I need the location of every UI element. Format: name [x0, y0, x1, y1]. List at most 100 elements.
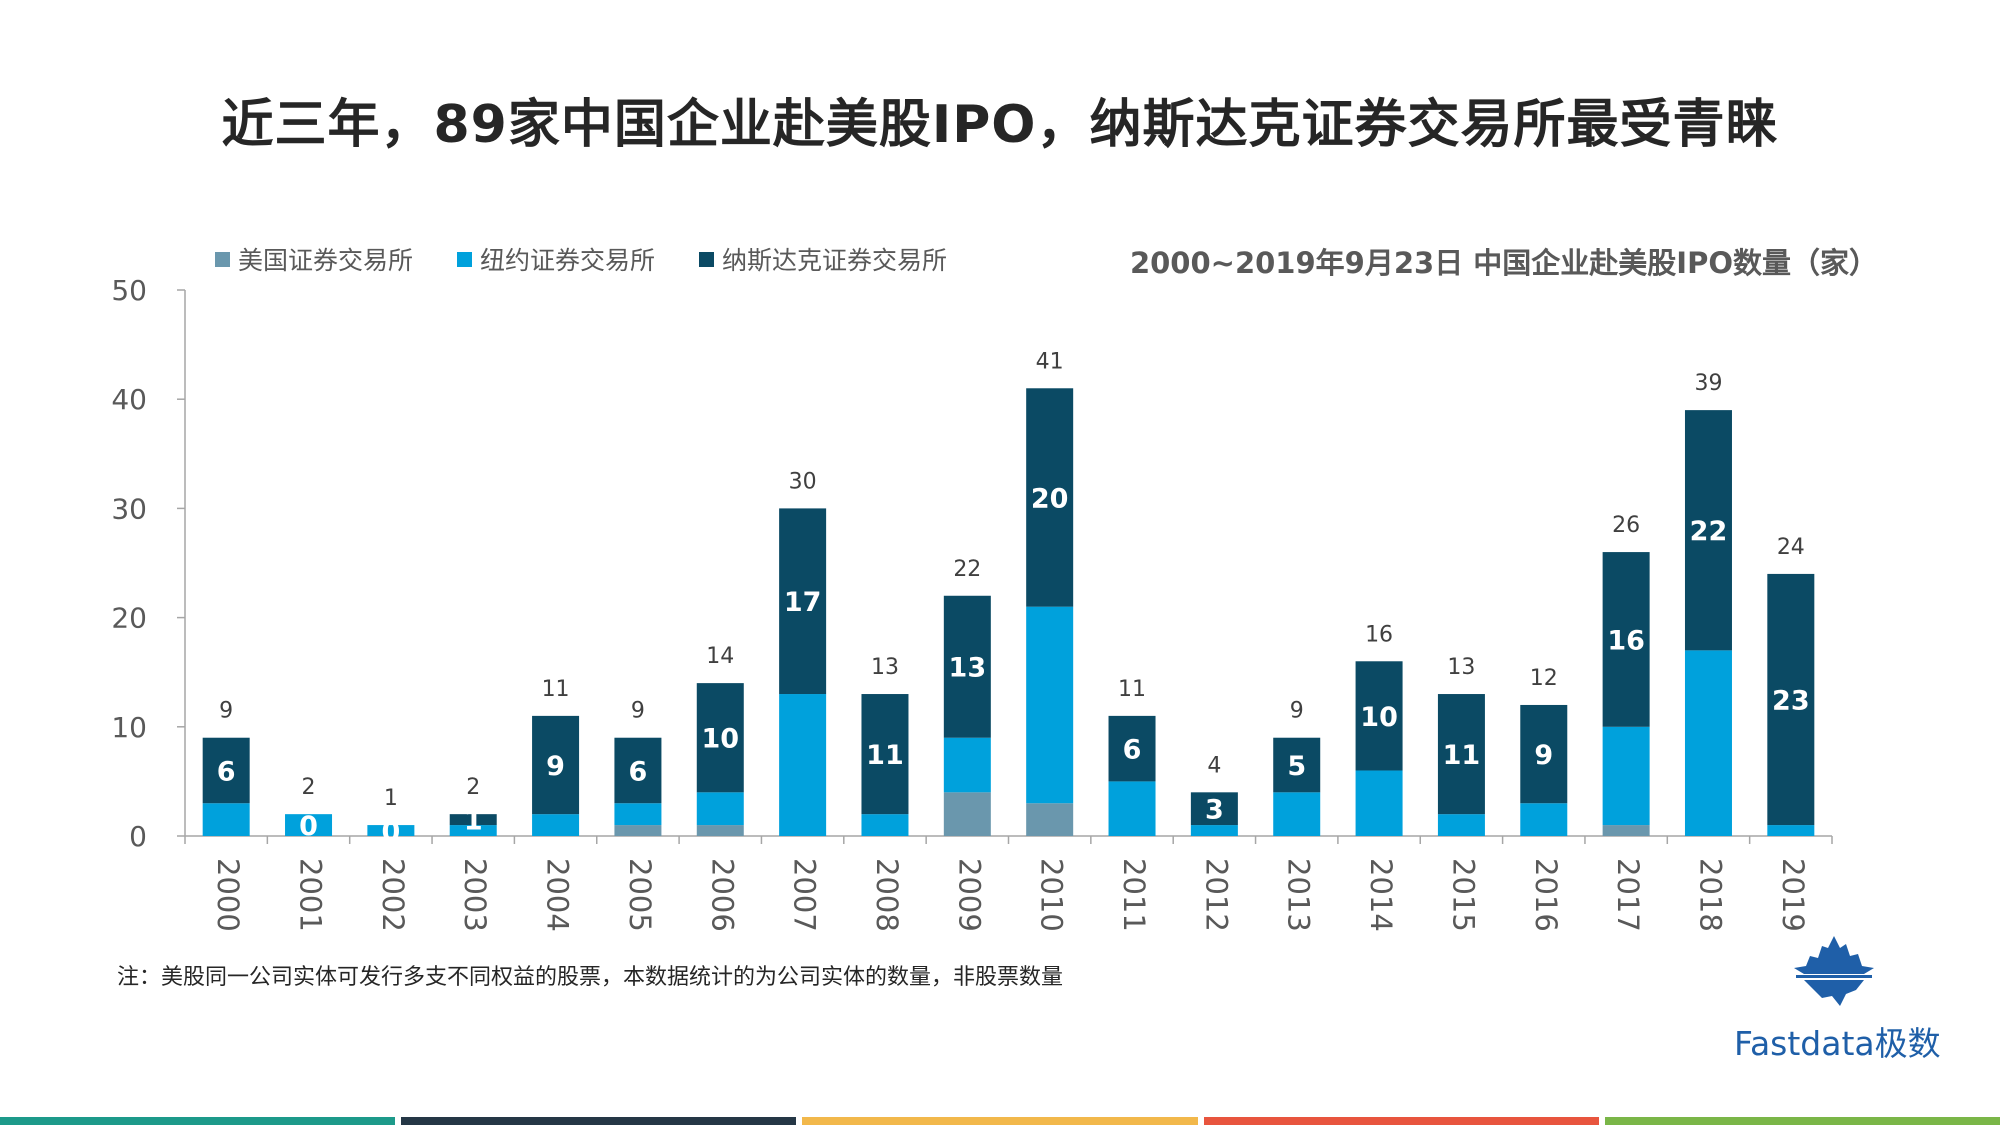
segment-value-label: 10: [701, 724, 739, 755]
bar-segment-nasdaq: [532, 715, 580, 815]
bar-segment-nyse: [779, 694, 827, 836]
bar-segment-nasdaq: [1684, 410, 1732, 651]
total-value-label: 41: [1036, 349, 1064, 374]
bar-segment-amex: [1026, 803, 1074, 836]
bar-segment-amex: [943, 792, 991, 836]
x-category-label: 2003: [458, 858, 492, 932]
bar-segment-nyse: [532, 814, 580, 836]
segment-value-label: 10: [1360, 702, 1398, 733]
footer-segment-teal: [0, 1117, 396, 1125]
footer-segment-navy: [401, 1117, 797, 1125]
total-value-label: 12: [1530, 666, 1558, 691]
bar-segment-nyse: [1684, 650, 1732, 836]
legend-item-nyse: 纽约证券交易所: [457, 241, 655, 277]
bar-segment-nyse: [202, 803, 250, 836]
x-category-label: 2000: [211, 858, 245, 932]
x-category-label: 2010: [1035, 858, 1069, 932]
legend-label-nasdaq: 纳斯达克证券交易所: [722, 246, 948, 275]
segment-value-label: 0: [299, 811, 318, 842]
x-category-label: 2009: [952, 858, 986, 932]
footer-color-bar: [0, 1117, 2000, 1125]
y-tick-label: 50: [111, 274, 147, 307]
segment-value-label: 11: [1443, 740, 1481, 771]
total-value-label: 13: [871, 655, 899, 680]
total-value-label: 14: [706, 644, 734, 669]
x-category-label: 2005: [623, 858, 657, 932]
bar-segment-amex: [614, 825, 662, 836]
bar-segment-nyse: [1520, 803, 1568, 836]
bar-segment-nasdaq: [1190, 792, 1238, 826]
bar-segment-nasdaq: [861, 694, 909, 815]
x-category-label: 2019: [1776, 858, 1810, 932]
bar-segment-nasdaq: [1520, 704, 1568, 804]
total-value-label: 26: [1612, 513, 1640, 538]
bar-segment-nasdaq: [1355, 661, 1403, 771]
bar-segment-nyse: [1437, 814, 1485, 836]
bar-segment-nyse: [1273, 792, 1321, 836]
segment-value-label: 16: [1607, 625, 1645, 656]
legend-label-nyse: 纽约证券交易所: [480, 246, 656, 275]
y-tick-label: 20: [111, 602, 147, 635]
x-category-label: 2004: [541, 858, 575, 932]
bar-segment-nyse: [1190, 825, 1238, 836]
bar-segment-nyse: [1602, 726, 1650, 826]
y-tick-label: 40: [111, 383, 147, 416]
bar-segment-amex: [1602, 825, 1650, 836]
total-value-label: 2: [466, 775, 480, 800]
bar-segment-nyse: [285, 814, 333, 836]
segment-value-label: 20: [1031, 483, 1069, 514]
segment-value-label: 22: [1690, 516, 1728, 547]
bar-segment-nyse: [1767, 825, 1815, 836]
x-category-label: 2012: [1199, 858, 1233, 932]
bar-segment-nasdaq: [1437, 694, 1485, 815]
bar-segment-nyse: [614, 803, 662, 826]
segment-value-label: 6: [217, 756, 236, 787]
segment-value-label: 1: [464, 806, 483, 837]
segment-value-label: 13: [949, 653, 987, 684]
y-tick-label: 10: [111, 711, 147, 744]
x-category-label: 2007: [788, 858, 822, 932]
bar-segment-amex: [696, 825, 744, 836]
bar-segment-nasdaq: [696, 683, 744, 793]
total-value-label: 2: [302, 775, 316, 800]
x-category-label: 2008: [870, 858, 904, 932]
bar-segment-nasdaq: [1108, 715, 1156, 782]
total-value-label: 9: [219, 699, 233, 724]
total-value-label: 9: [631, 699, 645, 724]
total-value-label: 24: [1777, 535, 1805, 560]
segment-value-label: 9: [1534, 740, 1553, 771]
segment-value-label: 6: [1123, 735, 1142, 766]
chart-legend: 美国证券交易所 纽约证券交易所 纳斯达克证券交易所: [215, 241, 947, 277]
bar-segment-nyse: [1026, 606, 1074, 804]
total-value-label: 16: [1365, 622, 1393, 647]
total-value-label: 22: [953, 557, 981, 582]
bar-segment-nasdaq: [1026, 388, 1074, 607]
bar-segment-nyse: [696, 792, 744, 826]
total-value-label: 1: [384, 786, 398, 811]
bar-segment-nasdaq: [1602, 552, 1650, 727]
x-category-label: 2018: [1693, 858, 1727, 932]
segment-value-label: 5: [1287, 751, 1306, 782]
x-category-label: 2016: [1529, 858, 1563, 932]
page-title: 近三年，89家中国企业赴美股IPO，纳斯达克证券交易所最受青睐: [221, 95, 1779, 155]
legend-item-amex: 美国证券交易所: [215, 241, 413, 277]
total-value-label: 11: [542, 677, 570, 702]
segment-value-label: 17: [784, 587, 822, 618]
x-category-label: 2011: [1117, 858, 1151, 932]
total-value-label: 13: [1447, 655, 1475, 680]
logo-text: Fastdata极数: [1734, 1024, 1941, 1063]
bar-segment-nyse: [943, 737, 991, 793]
segment-value-label: 23: [1772, 686, 1810, 717]
x-category-label: 2002: [376, 858, 410, 932]
bar-segment-nasdaq: [1767, 573, 1815, 826]
x-category-label: 2014: [1364, 858, 1398, 932]
footer-segment-yellow: [802, 1117, 1198, 1125]
bar-segment-nasdaq: [779, 508, 827, 695]
legend-item-nasdaq: 纳斯达克证券交易所: [699, 241, 947, 277]
bar-segment-nyse: [1108, 781, 1156, 836]
legend-swatch-nasdaq: [699, 251, 715, 267]
bar-segment-nyse: [861, 814, 909, 836]
bar-segment-nyse: [367, 825, 415, 836]
chart-subtitle: 2000~2019年9月23日 中国企业赴美股IPO数量（家）: [1129, 246, 1878, 280]
bar-segment-nasdaq: [614, 737, 662, 804]
